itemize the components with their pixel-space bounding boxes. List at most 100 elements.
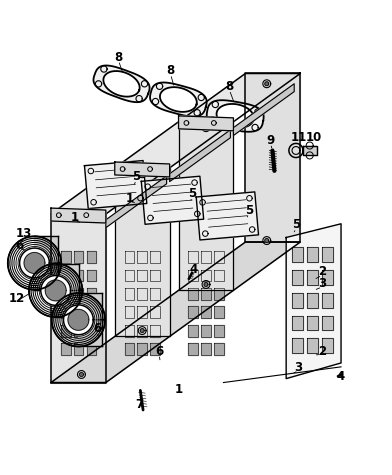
Polygon shape (41, 276, 71, 305)
Polygon shape (201, 343, 211, 355)
Polygon shape (87, 251, 96, 263)
Polygon shape (103, 71, 140, 96)
Polygon shape (125, 288, 134, 300)
Polygon shape (140, 172, 144, 176)
Polygon shape (322, 270, 333, 285)
Polygon shape (61, 251, 71, 263)
Polygon shape (245, 74, 300, 242)
Text: 8: 8 (225, 80, 234, 93)
Polygon shape (141, 176, 204, 224)
Polygon shape (265, 238, 269, 243)
Polygon shape (322, 338, 333, 353)
Polygon shape (160, 87, 197, 112)
Polygon shape (189, 343, 198, 355)
Polygon shape (138, 270, 147, 281)
Text: 6: 6 (155, 345, 163, 358)
Polygon shape (292, 247, 303, 262)
Polygon shape (61, 306, 71, 318)
Polygon shape (51, 74, 300, 214)
Polygon shape (216, 104, 254, 128)
Polygon shape (207, 100, 264, 132)
Polygon shape (201, 325, 211, 337)
Polygon shape (151, 343, 160, 355)
Text: 6: 6 (93, 322, 102, 335)
Polygon shape (74, 306, 83, 318)
Polygon shape (51, 242, 300, 382)
Polygon shape (138, 325, 147, 337)
Polygon shape (51, 214, 106, 382)
Polygon shape (292, 315, 303, 331)
Polygon shape (292, 338, 303, 353)
Polygon shape (307, 270, 318, 285)
Polygon shape (80, 372, 83, 376)
Polygon shape (151, 251, 160, 263)
Polygon shape (307, 315, 318, 331)
Text: 1: 1 (175, 383, 183, 396)
Polygon shape (292, 293, 303, 308)
Polygon shape (214, 251, 224, 263)
Polygon shape (201, 288, 211, 300)
Polygon shape (189, 270, 198, 281)
Text: 3: 3 (295, 361, 303, 374)
Polygon shape (189, 288, 198, 300)
Text: 7: 7 (136, 398, 143, 410)
Polygon shape (151, 270, 160, 281)
Polygon shape (45, 280, 66, 301)
Polygon shape (61, 325, 71, 337)
Polygon shape (179, 116, 233, 131)
Polygon shape (322, 247, 333, 262)
Polygon shape (84, 161, 147, 209)
Polygon shape (286, 224, 341, 379)
Polygon shape (20, 248, 49, 278)
Text: 5: 5 (188, 187, 196, 200)
Polygon shape (125, 270, 134, 281)
Polygon shape (61, 343, 71, 355)
Polygon shape (189, 251, 198, 263)
Polygon shape (125, 343, 134, 355)
Text: 1: 1 (125, 192, 133, 205)
Polygon shape (61, 288, 71, 300)
Polygon shape (138, 343, 147, 355)
Polygon shape (170, 130, 230, 181)
Polygon shape (150, 83, 207, 116)
Polygon shape (74, 288, 83, 300)
Polygon shape (51, 208, 106, 223)
Text: 6: 6 (15, 239, 24, 252)
Polygon shape (201, 251, 211, 263)
Polygon shape (34, 237, 58, 290)
Text: 1: 1 (71, 211, 78, 224)
Text: 2: 2 (318, 266, 326, 278)
Polygon shape (115, 168, 170, 336)
Polygon shape (74, 343, 83, 355)
Polygon shape (87, 306, 96, 318)
Polygon shape (265, 82, 269, 85)
Polygon shape (51, 179, 341, 387)
Text: 4: 4 (190, 263, 198, 276)
Text: 13: 13 (16, 227, 33, 240)
Polygon shape (292, 270, 303, 285)
Polygon shape (322, 315, 333, 331)
Text: 9: 9 (266, 134, 275, 147)
Text: 4: 4 (337, 370, 345, 383)
Polygon shape (214, 270, 224, 281)
Polygon shape (125, 325, 134, 337)
Polygon shape (125, 306, 134, 318)
Polygon shape (214, 288, 224, 300)
Text: 5: 5 (245, 204, 253, 217)
Polygon shape (151, 288, 160, 300)
Polygon shape (106, 176, 167, 228)
Polygon shape (196, 192, 259, 240)
Polygon shape (214, 325, 224, 337)
Polygon shape (125, 251, 134, 263)
Text: 8: 8 (114, 51, 123, 64)
Text: 2: 2 (318, 345, 326, 358)
Polygon shape (138, 288, 147, 300)
Polygon shape (179, 122, 233, 290)
Polygon shape (61, 270, 71, 281)
Polygon shape (87, 270, 96, 281)
Text: 8: 8 (166, 65, 175, 77)
Polygon shape (74, 270, 83, 281)
Polygon shape (307, 338, 318, 353)
Polygon shape (74, 251, 83, 263)
Polygon shape (189, 306, 198, 318)
